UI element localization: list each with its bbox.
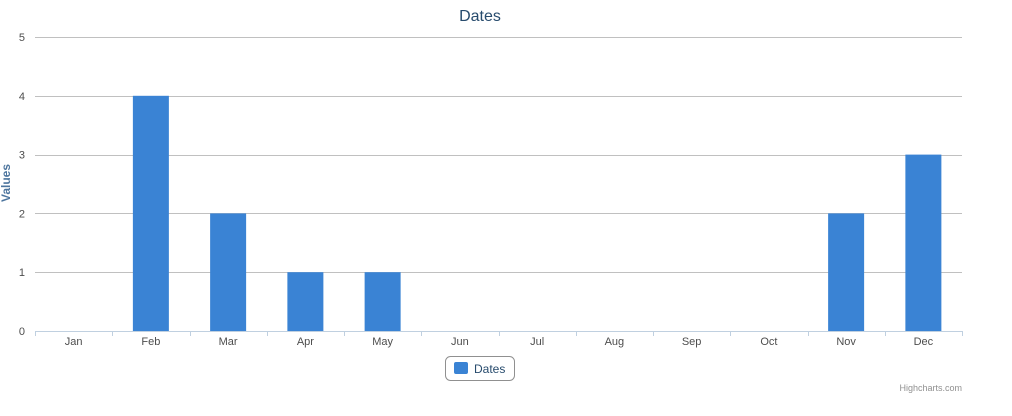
y-tick-labels: 0 1 2 3 4 5 [19,32,25,338]
y-tick-label: 0 [19,326,25,338]
x-tick-label: Dec [914,336,934,348]
x-tick-label: Jul [530,336,544,348]
x-axis [35,331,963,336]
x-tick-label: Jan [65,336,83,348]
x-tick-label: May [372,336,393,348]
x-tick-label: Jun [451,336,469,348]
bar[interactable] [828,213,865,331]
bar[interactable] [132,95,169,331]
x-tick-label: Sep [682,336,702,348]
bars [132,95,942,331]
y-tick-label: 2 [19,208,25,220]
y-tick-label: 1 [19,267,25,279]
bar[interactable] [905,154,942,331]
y-tick-label: 3 [19,150,25,162]
credit-link[interactable]: Highcharts.com [899,383,962,393]
y-axis-label: Values [0,164,13,202]
grid-lines [35,37,962,273]
bar[interactable] [287,272,324,331]
x-tick-label: Mar [219,336,238,348]
x-tick-label: Nov [836,336,856,348]
legend-item-dates[interactable]: Dates [474,362,505,376]
bar[interactable] [364,272,401,331]
x-tick-label: Oct [760,336,777,348]
y-tick-label: 4 [19,91,25,103]
legend[interactable]: Dates [445,356,515,381]
x-tick-labels: Jan Feb Mar Apr May Jun Jul Aug Sep Oct Nov Dec [65,336,934,348]
x-tick-label: Feb [141,336,160,348]
chart-title: Dates [459,8,501,25]
x-tick-label: Aug [605,336,625,348]
legend-swatch [454,362,468,374]
x-tick-label: Apr [297,336,314,348]
bar[interactable] [210,213,247,331]
y-tick-label: 5 [19,32,25,44]
